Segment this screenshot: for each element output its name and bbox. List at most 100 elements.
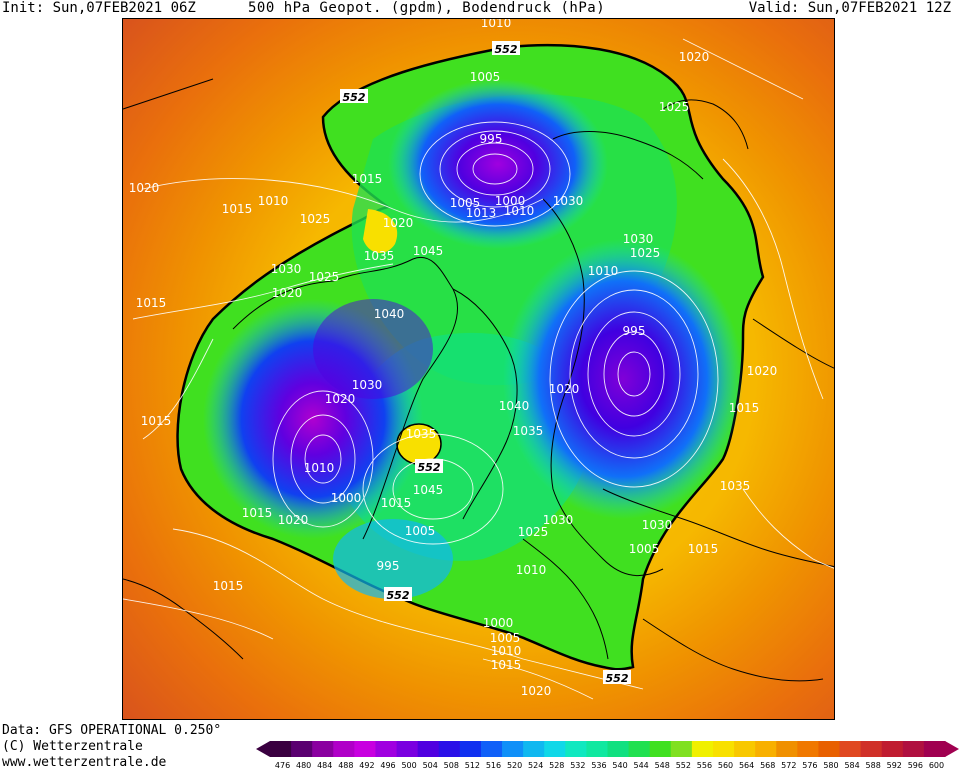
contour-label-box: [492, 41, 520, 55]
copyright: (C) Wetterzentrale: [2, 739, 143, 754]
colorbar-swatch: [649, 741, 672, 757]
contour-label: 552: [387, 589, 410, 602]
pressure-label: 1010: [516, 563, 547, 577]
colorbar-tick-label: 528: [549, 761, 564, 770]
colorbar-swatch: [480, 741, 503, 757]
pressure-label: 1030: [642, 518, 673, 532]
pressure-label: 1010: [491, 644, 522, 658]
pressure-label: 1015: [381, 496, 412, 510]
colorbar-tick-label: 580: [823, 761, 838, 770]
pressure-label: 1020: [383, 216, 414, 230]
colorbar-swatch: [923, 741, 946, 757]
colorbar-tick-label: 572: [781, 761, 796, 770]
pressure-label: 1030: [352, 378, 383, 392]
colorbar-tick-label: 556: [697, 761, 712, 770]
pressure-label: 1020: [747, 364, 778, 378]
colorbar-swatch: [333, 741, 355, 757]
pressure-label: 1045: [413, 244, 444, 258]
pressure-label: 1000: [331, 491, 362, 505]
pressure-label: 1020: [679, 50, 710, 64]
colorbar-swatch: [417, 741, 440, 757]
contour-label-box: [384, 587, 412, 601]
colorbar-swatch: [902, 741, 925, 757]
pressure-label: 1015: [213, 579, 244, 593]
contour-label: 552: [606, 672, 629, 685]
warm-pocket-north: [363, 209, 398, 254]
colorbar-tick-label: 520: [507, 761, 522, 770]
colorbar-max-arrow: [945, 741, 959, 757]
colorbar-swatch: [312, 741, 334, 757]
pressure-label: 1030: [553, 194, 584, 208]
pressure-label: 1000: [483, 616, 514, 630]
weather-map: 1010 552 1020 1005 552 1025 995 1015 1020 1005 100…: [122, 18, 835, 720]
pressure-label: 1010: [504, 204, 535, 218]
colorbar-swatch: [502, 741, 524, 757]
pressure-label: 1020: [272, 286, 303, 300]
pressure-label: 1030: [543, 513, 574, 527]
website-link[interactable]: www.wetterzentrale.de: [2, 755, 167, 770]
colorbar-swatch: [565, 741, 587, 757]
pressure-label: 1040: [374, 307, 405, 321]
colorbar-tick-label: 548: [655, 761, 670, 770]
pressure-label: 1015: [688, 542, 719, 556]
colorbar-tick-label: 552: [676, 761, 691, 770]
colorbar-tick-label: 508: [444, 761, 459, 770]
colorbar-swatch: [438, 741, 461, 757]
contour-label-box: [340, 89, 368, 103]
pressure-label: 1035: [406, 427, 437, 441]
low-east: [503, 239, 743, 519]
pressure-label: 1000: [495, 194, 526, 208]
colorbar-swatch: [354, 741, 376, 757]
init-time: Init: Sun,07FEB2021 06Z: [2, 0, 196, 16]
pressure-label: 1013: [466, 206, 497, 220]
colorbar-tick-label: 516: [486, 761, 501, 770]
colorbar-swatch: [839, 741, 862, 757]
pressure-label: 1040: [499, 399, 530, 413]
pressure-label: 1020: [325, 392, 356, 406]
colorbar: 476 480 484 488 492 496 500 504 508 512 516 520 524 5…: [256, 741, 959, 770]
pressure-label: 1025: [300, 212, 331, 226]
coastlines: [123, 78, 834, 682]
low-west-core: [313, 299, 433, 399]
colorbar-swatch: [628, 741, 651, 757]
colorbar-swatch: [797, 741, 819, 757]
contour-label: 552: [418, 461, 441, 474]
pressure-label: 1005: [490, 631, 521, 645]
colorbar-tick-label: 476: [275, 761, 290, 770]
colorbar-tick-label: 588: [866, 761, 881, 770]
colorbar-tick-label: 496: [380, 761, 395, 770]
data-source: Data: GFS OPERATIONAL 0.250°: [2, 723, 222, 738]
colorbar-swatch: [691, 741, 714, 757]
pressure-label: 1015: [242, 506, 273, 520]
pressure-label: 1005: [470, 70, 501, 84]
colorbar-swatch: [586, 741, 608, 757]
colorbar-tick-label: 500: [401, 761, 416, 770]
pressure-label: 995: [623, 324, 646, 338]
pressure-label: 1020: [278, 513, 309, 527]
pressure-label: 1020: [549, 382, 580, 396]
pressure-label: 1010: [481, 19, 512, 30]
pressure-label: 1025: [309, 270, 340, 284]
colorbar-swatch: [270, 741, 292, 757]
colorbar-swatch: [396, 741, 419, 757]
colorbar-swatch: [881, 741, 904, 757]
pressure-label: 1035: [720, 479, 751, 493]
contour-label-box: [415, 459, 443, 473]
colorbar-tick-label: 576: [802, 761, 817, 770]
pressure-label: 1005: [450, 196, 481, 210]
contour-label: 552: [495, 43, 518, 56]
pressure-label: 1015: [491, 658, 522, 672]
colorbar-swatch: [544, 741, 566, 757]
colorbar-swatch: [523, 741, 545, 757]
pressure-label: 1025: [518, 525, 549, 539]
colorbar-tick-label: 584: [844, 761, 859, 770]
pressure-label: 1015: [136, 296, 167, 310]
pressure-label: 1030: [623, 232, 654, 246]
colorbar-swatch: [734, 741, 756, 757]
colorbar-tick-label: 536: [591, 761, 606, 770]
colorbar-legend: 476 480 484 488 492 496 500 504 508 512 516 520 524 5…: [256, 740, 959, 770]
colorbar-swatch: [375, 741, 398, 757]
colorbar-tick-label: 596: [908, 761, 923, 770]
